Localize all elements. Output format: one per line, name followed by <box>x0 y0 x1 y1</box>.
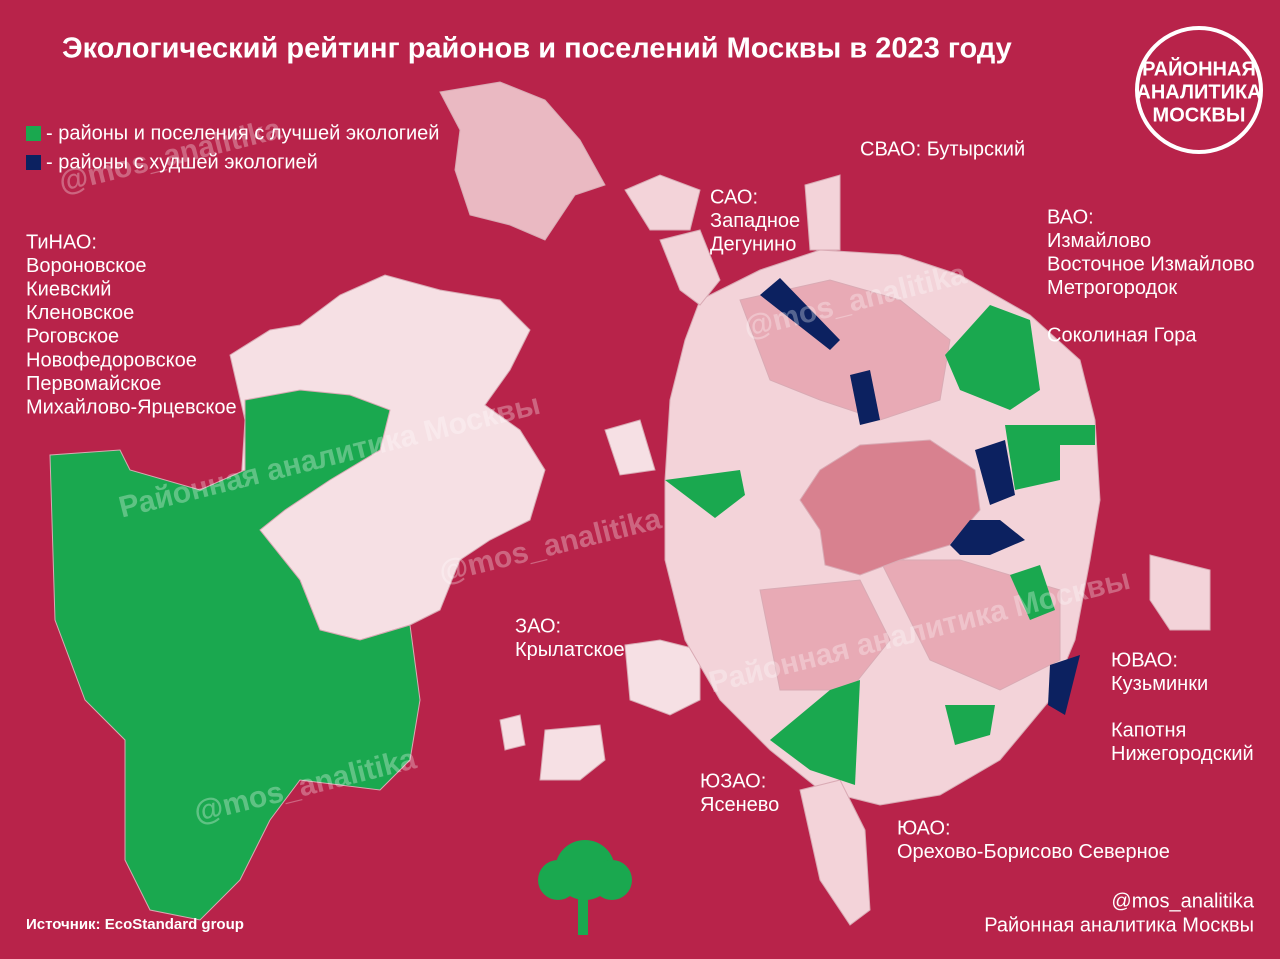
zelenograd <box>439 81 606 241</box>
ru-fragment <box>624 639 701 716</box>
district-label: ЮАО: <box>897 817 951 839</box>
ru-fragment <box>539 724 606 781</box>
logo-text: МОСКВЫ <box>1153 104 1246 126</box>
moscow-fragment <box>624 174 701 231</box>
source: Источник: EcoStandard group <box>26 916 244 933</box>
district-label: Западное <box>710 210 800 232</box>
footer-brand: Районная аналитика Москвы <box>984 914 1254 936</box>
ru-fragment <box>604 419 656 476</box>
district-label: Ясенево <box>700 794 779 816</box>
moscow-fragment <box>659 229 721 306</box>
legend-label: - районы и поселения с лучшей экологией <box>46 122 439 144</box>
district-label: ЮВАО: <box>1111 649 1178 671</box>
district-label: Измайлово <box>1047 230 1151 252</box>
district-label: Вороновское <box>26 255 147 277</box>
district-label: Кузьминки <box>1111 673 1208 695</box>
moscow-zone <box>759 579 891 691</box>
green-area <box>665 470 745 518</box>
logo-text: РАЙОННАЯ <box>1142 56 1256 80</box>
district-label: Михайлово-Ярцевское <box>26 396 237 418</box>
navy-area <box>1048 655 1080 715</box>
center <box>799 439 981 576</box>
logo <box>1135 26 1263 154</box>
green-area <box>1005 425 1095 490</box>
navy-area <box>975 440 1015 505</box>
green-area <box>945 305 1040 410</box>
moscow-zone <box>879 559 1061 691</box>
district-label: ЮЗАО: <box>700 770 766 792</box>
green-area <box>49 389 421 921</box>
district-label: Нижегородский <box>1111 743 1254 765</box>
district-label: Первомайское <box>26 373 161 395</box>
district-label: САО: <box>710 186 758 208</box>
district-label: Новофедоровское <box>26 349 197 371</box>
map <box>49 81 1211 926</box>
legend-label: - районы с худшей экологией <box>46 151 318 173</box>
green-area <box>1010 565 1055 620</box>
district-label: Орехово-Борисово Северное <box>897 841 1170 863</box>
district-label: Капотня <box>1111 719 1186 741</box>
district-label: Роговское <box>26 326 119 348</box>
navy-area <box>950 520 1025 555</box>
legend-swatch <box>26 126 41 141</box>
district-label: ЗАО: <box>515 615 561 637</box>
ru-fragment <box>499 714 526 751</box>
district-label: Соколиная Гора <box>1047 324 1197 346</box>
title: Экологический рейтинг районов и поселени… <box>62 33 1012 65</box>
district-label: ВАО: <box>1047 206 1094 228</box>
green-area <box>945 705 995 745</box>
moscow-fragment <box>1149 554 1211 631</box>
legend-swatch <box>26 155 41 170</box>
district-label: Киевский <box>26 278 111 300</box>
moscow-fragment <box>804 174 841 251</box>
green-area <box>770 680 860 785</box>
district-label: Дегунино <box>710 233 796 255</box>
footer-handle: @mos_analitika <box>1111 890 1254 912</box>
tree-icon <box>538 840 632 935</box>
district-label: Метрогородок <box>1047 277 1177 299</box>
navy-area <box>760 278 840 350</box>
district-label: СВАО: Бутырский <box>860 138 1025 160</box>
district-label: Восточное Измайлово <box>1047 253 1254 275</box>
logo-text: АНАЛИТИКА <box>1136 81 1261 103</box>
navy-area <box>850 370 880 425</box>
district-label: Кленовское <box>26 302 134 324</box>
district-label: ТиНАО: <box>26 231 97 253</box>
district-label: Крылатское <box>515 639 625 661</box>
